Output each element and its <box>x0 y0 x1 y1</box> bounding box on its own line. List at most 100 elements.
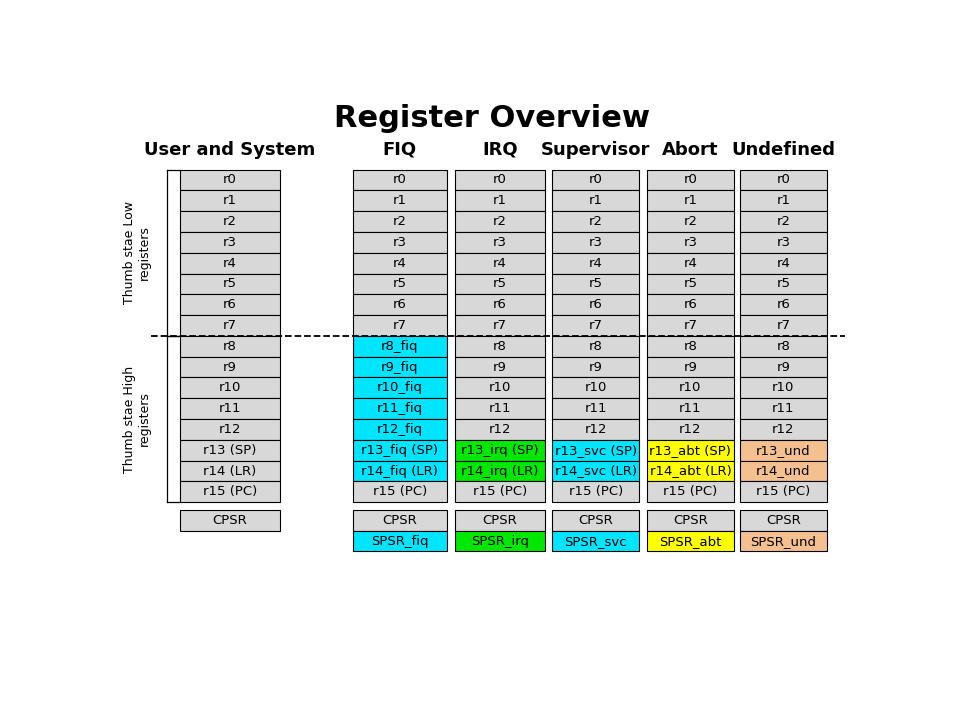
Text: r3: r3 <box>684 236 697 249</box>
Text: r8: r8 <box>492 340 507 353</box>
Text: CPSR: CPSR <box>213 514 248 527</box>
Bar <box>352 398 447 419</box>
Text: r11: r11 <box>219 402 241 415</box>
Text: r0: r0 <box>684 174 697 186</box>
Bar <box>647 294 733 315</box>
Bar <box>552 440 639 461</box>
Bar <box>552 398 639 419</box>
Text: IRQ: IRQ <box>482 140 517 158</box>
Bar <box>647 482 733 503</box>
Text: r0: r0 <box>588 174 603 186</box>
Bar <box>647 211 733 232</box>
Text: CPSR: CPSR <box>482 514 517 527</box>
Bar <box>552 510 639 531</box>
Text: r15 (PC): r15 (PC) <box>756 485 810 498</box>
Text: r5: r5 <box>777 277 790 290</box>
Text: r5: r5 <box>492 277 507 290</box>
Text: r2: r2 <box>492 215 507 228</box>
Bar <box>455 336 544 356</box>
Text: r7: r7 <box>588 319 603 332</box>
Bar <box>455 398 544 419</box>
Bar <box>552 315 639 336</box>
Bar <box>647 253 733 274</box>
Text: r3: r3 <box>492 236 507 249</box>
Text: r9: r9 <box>777 361 790 374</box>
Text: r14_fiq (LR): r14_fiq (LR) <box>361 464 438 477</box>
Bar <box>552 211 639 232</box>
Bar <box>740 294 827 315</box>
Text: r12_fiq: r12_fiq <box>376 423 422 436</box>
Bar <box>740 461 827 482</box>
Bar <box>552 294 639 315</box>
Text: r1: r1 <box>588 194 603 207</box>
Bar <box>180 398 279 419</box>
Text: r14_und: r14_und <box>756 464 810 477</box>
Text: r10: r10 <box>489 382 511 395</box>
Bar <box>455 461 544 482</box>
Text: r14_abt (LR): r14_abt (LR) <box>650 464 732 477</box>
Text: r11: r11 <box>585 402 607 415</box>
Bar <box>740 253 827 274</box>
Bar <box>352 482 447 503</box>
Bar <box>180 440 279 461</box>
Bar <box>455 232 544 253</box>
Bar <box>647 356 733 377</box>
Bar <box>647 377 733 398</box>
Text: r12: r12 <box>219 423 241 436</box>
Bar <box>455 190 544 211</box>
Text: r12: r12 <box>772 423 795 436</box>
Text: SPSR_abt: SPSR_abt <box>660 534 722 548</box>
Text: r6: r6 <box>684 298 697 311</box>
Bar <box>552 253 639 274</box>
Bar <box>352 461 447 482</box>
Bar <box>455 253 544 274</box>
Text: r10_fiq: r10_fiq <box>376 382 422 395</box>
Text: r0: r0 <box>223 174 237 186</box>
Text: r6: r6 <box>492 298 507 311</box>
Bar <box>352 315 447 336</box>
Bar <box>352 190 447 211</box>
Bar <box>647 398 733 419</box>
Bar <box>352 211 447 232</box>
Bar <box>740 482 827 503</box>
Bar <box>552 232 639 253</box>
Text: r2: r2 <box>223 215 237 228</box>
Text: User and System: User and System <box>144 140 316 158</box>
Bar <box>740 377 827 398</box>
Bar <box>455 356 544 377</box>
Bar <box>552 531 639 552</box>
Text: SPSR_und: SPSR_und <box>751 534 816 548</box>
Text: r6: r6 <box>393 298 407 311</box>
Bar <box>180 274 279 294</box>
Bar <box>455 377 544 398</box>
Text: r9: r9 <box>684 361 697 374</box>
Bar <box>740 169 827 190</box>
Bar <box>647 232 733 253</box>
Text: r6: r6 <box>588 298 603 311</box>
Text: r11: r11 <box>679 402 702 415</box>
Text: r11: r11 <box>489 402 511 415</box>
Text: r8: r8 <box>223 340 237 353</box>
Bar <box>180 232 279 253</box>
Bar <box>740 398 827 419</box>
Bar <box>455 294 544 315</box>
Text: r10: r10 <box>680 382 702 395</box>
Text: r9: r9 <box>492 361 507 374</box>
Bar <box>180 253 279 274</box>
Text: r5: r5 <box>223 277 237 290</box>
Text: r8: r8 <box>777 340 790 353</box>
Text: r11: r11 <box>772 402 795 415</box>
Bar <box>352 232 447 253</box>
Text: r1: r1 <box>492 194 507 207</box>
Text: r1: r1 <box>393 194 407 207</box>
Bar <box>455 274 544 294</box>
Bar <box>180 461 279 482</box>
Text: SPSR_irq: SPSR_irq <box>470 534 529 548</box>
Bar <box>455 510 544 531</box>
Text: r14_svc (LR): r14_svc (LR) <box>555 464 636 477</box>
Text: r9: r9 <box>223 361 237 374</box>
Bar <box>180 377 279 398</box>
Bar <box>455 482 544 503</box>
Bar <box>647 440 733 461</box>
Bar <box>647 169 733 190</box>
